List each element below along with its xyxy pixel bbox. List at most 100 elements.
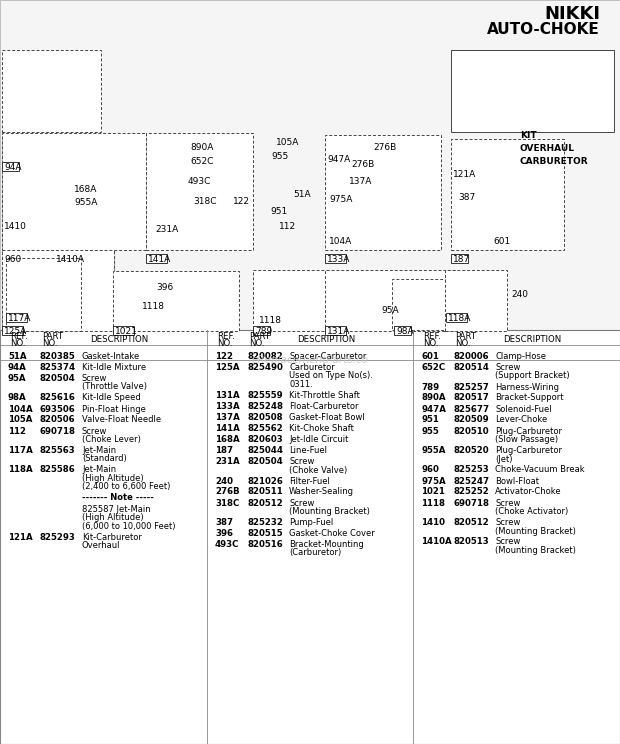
Text: 947A: 947A xyxy=(327,155,350,164)
Text: NO.: NO. xyxy=(249,339,265,348)
Text: 396: 396 xyxy=(215,529,233,538)
Text: 121A: 121A xyxy=(8,533,33,542)
Text: NO.: NO. xyxy=(42,339,58,348)
Text: 825563: 825563 xyxy=(40,446,76,455)
Text: 105A: 105A xyxy=(8,415,32,425)
Text: (Mounting Bracket): (Mounting Bracket) xyxy=(495,546,576,555)
Bar xyxy=(451,139,564,250)
Bar xyxy=(6,313,27,322)
Text: AUTO-CHOKE: AUTO-CHOKE xyxy=(487,22,600,37)
Bar xyxy=(2,133,146,250)
Text: 276B: 276B xyxy=(351,160,374,169)
Text: PART: PART xyxy=(42,332,63,341)
Text: 955: 955 xyxy=(271,152,288,161)
Text: 820517: 820517 xyxy=(453,394,489,403)
Text: (High Altitude): (High Altitude) xyxy=(82,513,144,522)
Text: Pump-Fuel: Pump-Fuel xyxy=(289,518,334,527)
Text: Screw: Screw xyxy=(495,498,520,507)
Text: DESCRIPTION: DESCRIPTION xyxy=(503,335,561,344)
Bar xyxy=(0,0,620,330)
Text: 117A: 117A xyxy=(8,446,33,455)
Text: 51A: 51A xyxy=(293,190,311,199)
Text: Gasket-Float Bowl: Gasket-Float Bowl xyxy=(289,413,365,422)
Text: 825586: 825586 xyxy=(40,466,76,475)
Text: (6,000 to 10,000 Feet): (6,000 to 10,000 Feet) xyxy=(82,522,175,530)
Text: 1118: 1118 xyxy=(259,316,282,325)
Text: CARBURETOR: CARBURETOR xyxy=(520,157,588,166)
Text: 690718: 690718 xyxy=(40,426,76,435)
Text: Plug-Carburetor: Plug-Carburetor xyxy=(495,446,562,455)
Text: (Throttle Valve): (Throttle Valve) xyxy=(82,382,147,391)
Text: 231A: 231A xyxy=(155,225,179,234)
Text: 118A: 118A xyxy=(448,314,471,323)
Text: 1021: 1021 xyxy=(115,327,138,336)
Text: (Choke Lever): (Choke Lever) xyxy=(82,435,141,444)
Text: 168A: 168A xyxy=(215,435,239,444)
Text: 825044: 825044 xyxy=(247,446,283,455)
Text: Kit-Idle Mixture: Kit-Idle Mixture xyxy=(82,363,146,372)
Text: (High Altitude): (High Altitude) xyxy=(82,474,144,483)
Text: 125A: 125A xyxy=(4,327,27,336)
Text: Screw: Screw xyxy=(289,498,314,507)
Text: 652C: 652C xyxy=(421,363,445,372)
Bar xyxy=(445,270,507,331)
Text: 890A: 890A xyxy=(190,143,213,152)
Text: 118A: 118A xyxy=(8,466,33,475)
Text: Screw: Screw xyxy=(495,363,520,372)
Text: Kit-Carburetor: Kit-Carburetor xyxy=(82,533,142,542)
Text: 825247: 825247 xyxy=(453,476,489,486)
Bar xyxy=(2,50,101,132)
Text: Activator-Choke: Activator-Choke xyxy=(495,487,562,496)
Text: 168A: 168A xyxy=(74,185,97,194)
Text: 820509: 820509 xyxy=(453,415,489,425)
Text: eReplacementParts.co: eReplacementParts.co xyxy=(252,355,368,365)
Text: 187: 187 xyxy=(453,255,470,264)
Text: DESCRIPTION: DESCRIPTION xyxy=(90,335,148,344)
Text: 960: 960 xyxy=(4,255,21,264)
Text: 318C: 318C xyxy=(193,197,216,206)
Text: 387: 387 xyxy=(458,193,476,202)
Bar xyxy=(325,270,457,331)
Text: 820516: 820516 xyxy=(247,540,283,549)
Text: Gasket-Intake: Gasket-Intake xyxy=(82,352,140,361)
Text: 890A: 890A xyxy=(421,394,446,403)
Text: 493C: 493C xyxy=(188,177,211,186)
Text: (Mounting Bracket): (Mounting Bracket) xyxy=(289,507,370,516)
Text: (Carburetor): (Carburetor) xyxy=(289,548,341,557)
Text: 131A: 131A xyxy=(327,327,350,336)
Text: Valve-Float Needle: Valve-Float Needle xyxy=(82,415,161,425)
Text: 104A: 104A xyxy=(8,405,33,414)
Text: 820514: 820514 xyxy=(453,363,489,372)
Text: 825253: 825253 xyxy=(453,466,489,475)
Bar xyxy=(392,279,455,330)
Text: (2,400 to 6,600 Feet): (2,400 to 6,600 Feet) xyxy=(82,483,170,492)
Text: 318C: 318C xyxy=(215,498,239,507)
Text: Gasket-Choke Cover: Gasket-Choke Cover xyxy=(289,529,374,538)
Bar xyxy=(0,0,620,330)
Bar xyxy=(113,326,134,335)
Text: 825374: 825374 xyxy=(40,363,76,372)
Bar xyxy=(451,50,614,132)
Text: Pin-Float Hinge: Pin-Float Hinge xyxy=(82,405,146,414)
Text: (Choke Activator): (Choke Activator) xyxy=(495,507,569,516)
Text: 820510: 820510 xyxy=(453,426,489,435)
Text: (Mounting Bracket): (Mounting Bracket) xyxy=(495,527,576,536)
Text: REF.: REF. xyxy=(423,332,441,341)
Text: 825252: 825252 xyxy=(453,487,489,496)
Text: DESCRIPTION: DESCRIPTION xyxy=(297,335,355,344)
Text: 231A: 231A xyxy=(215,457,239,466)
Text: 820504: 820504 xyxy=(40,374,76,383)
Text: (Slow Passage): (Slow Passage) xyxy=(495,435,558,444)
Text: 131A: 131A xyxy=(215,391,239,400)
Text: Jet-Idle Circuit: Jet-Idle Circuit xyxy=(289,435,348,444)
Text: 820603: 820603 xyxy=(247,435,283,444)
Bar xyxy=(146,254,167,263)
Text: 493C: 493C xyxy=(215,540,239,549)
Text: 1021: 1021 xyxy=(421,487,445,496)
Text: 104A: 104A xyxy=(329,237,352,246)
Text: 955A: 955A xyxy=(74,198,97,207)
Text: 825587 Jet-Main: 825587 Jet-Main xyxy=(82,504,151,513)
Text: Plug-Carburetor: Plug-Carburetor xyxy=(495,426,562,435)
Text: 1410A: 1410A xyxy=(56,255,85,264)
Text: NO.: NO. xyxy=(10,339,25,348)
